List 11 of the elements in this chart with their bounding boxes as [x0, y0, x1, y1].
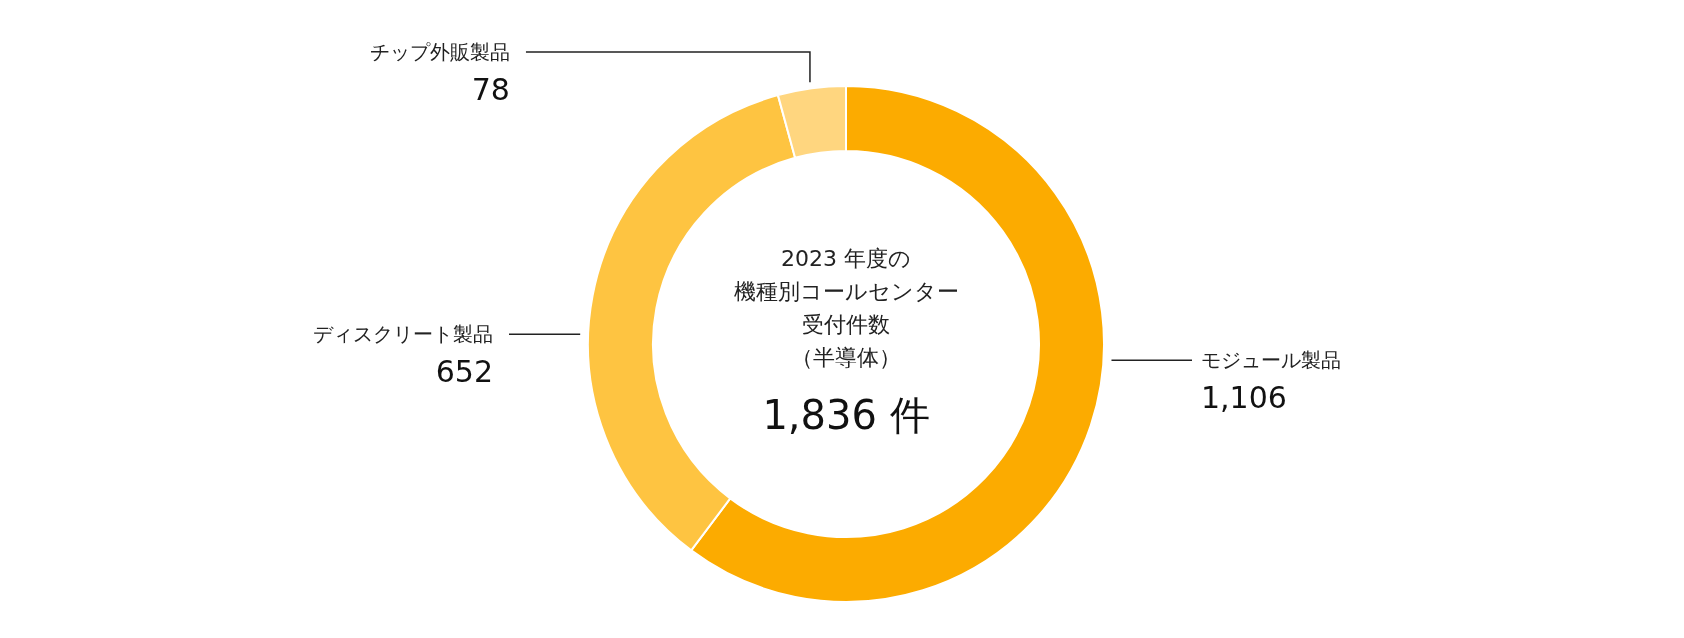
data-label: 78	[471, 72, 510, 107]
text: 受付件数	[802, 312, 890, 337]
slice-label: チップ外販製品	[369, 40, 510, 64]
data-label: 652	[435, 354, 493, 390]
text: 1,836 件	[762, 392, 930, 438]
slice-label: モジュール製品	[1201, 348, 1341, 373]
slice-label: ディスクリート製品	[313, 322, 493, 347]
data-label: 1,106	[1201, 380, 1287, 416]
text: （半導体）	[791, 345, 901, 370]
text: 2023 年度の	[781, 246, 911, 271]
text: 機種別コールセンター	[733, 279, 959, 304]
